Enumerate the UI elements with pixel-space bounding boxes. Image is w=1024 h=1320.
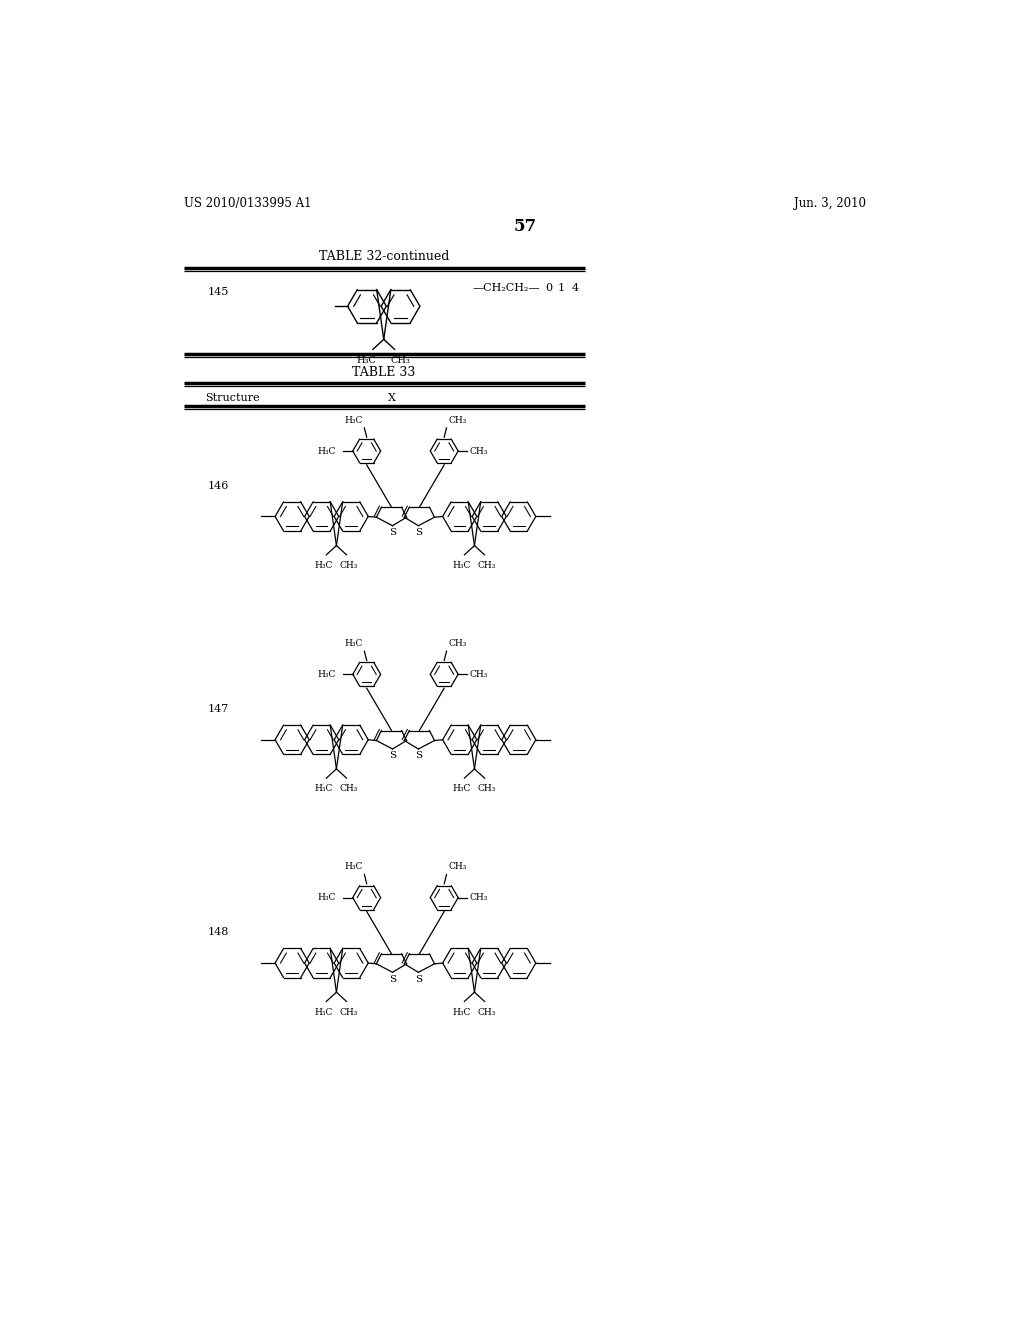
Text: CH₃: CH₃ xyxy=(469,669,487,678)
Text: CH₃: CH₃ xyxy=(340,1007,358,1016)
Text: CH₃: CH₃ xyxy=(449,862,467,871)
Text: TABLE 33: TABLE 33 xyxy=(352,366,416,379)
Text: TABLE 32-continued: TABLE 32-continued xyxy=(318,251,449,264)
Text: 4: 4 xyxy=(571,282,579,293)
Text: CH₃: CH₃ xyxy=(391,356,411,366)
Text: H₃C: H₃C xyxy=(453,784,471,793)
Text: H₃C: H₃C xyxy=(317,446,336,455)
Text: US 2010/0133995 A1: US 2010/0133995 A1 xyxy=(183,197,311,210)
Text: 147: 147 xyxy=(208,704,229,714)
Text: 145: 145 xyxy=(208,286,229,297)
Text: CH₃: CH₃ xyxy=(477,784,496,793)
Text: H₃C: H₃C xyxy=(314,1007,333,1016)
Text: H₃C: H₃C xyxy=(344,639,362,648)
Text: CH₃: CH₃ xyxy=(449,639,467,648)
Text: 146: 146 xyxy=(208,480,229,491)
Text: 0: 0 xyxy=(545,282,552,293)
Text: CH₃: CH₃ xyxy=(469,446,487,455)
Text: CH₃: CH₃ xyxy=(449,416,467,425)
Text: CH₃: CH₃ xyxy=(469,894,487,902)
Text: H₃C: H₃C xyxy=(356,356,377,366)
Text: Jun. 3, 2010: Jun. 3, 2010 xyxy=(794,197,866,210)
Text: X: X xyxy=(388,393,395,403)
Text: H₃C: H₃C xyxy=(317,669,336,678)
Text: 57: 57 xyxy=(513,218,537,235)
Text: Structure: Structure xyxy=(206,393,260,403)
Text: —CH₂CH₂—: —CH₂CH₂— xyxy=(473,282,541,293)
Text: S: S xyxy=(389,528,396,537)
Text: CH₃: CH₃ xyxy=(477,561,496,570)
Text: CH₃: CH₃ xyxy=(340,561,358,570)
Text: H₃C: H₃C xyxy=(344,416,362,425)
Text: H₃C: H₃C xyxy=(453,1007,471,1016)
Text: H₃C: H₃C xyxy=(344,862,362,871)
Text: S: S xyxy=(415,751,422,760)
Text: H₃C: H₃C xyxy=(453,561,471,570)
Text: S: S xyxy=(389,974,396,983)
Text: 148: 148 xyxy=(208,927,229,937)
Text: H₃C: H₃C xyxy=(314,784,333,793)
Text: 1: 1 xyxy=(557,282,564,293)
Text: H₃C: H₃C xyxy=(314,561,333,570)
Text: S: S xyxy=(389,751,396,760)
Text: S: S xyxy=(415,974,422,983)
Text: CH₃: CH₃ xyxy=(477,1007,496,1016)
Text: H₃C: H₃C xyxy=(317,894,336,902)
Text: S: S xyxy=(415,528,422,537)
Text: CH₃: CH₃ xyxy=(340,784,358,793)
